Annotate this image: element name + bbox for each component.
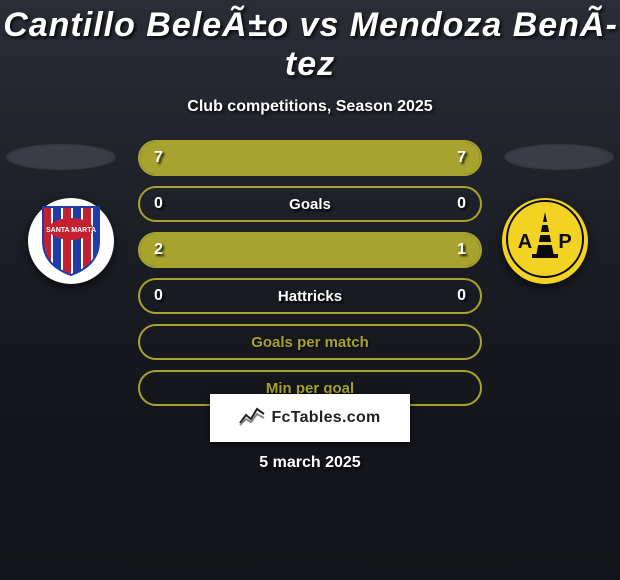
svg-text:SANTA MARTA: SANTA MARTA: [46, 227, 96, 234]
stat-left-value: 7: [154, 149, 163, 167]
stat-right-value: 0: [457, 287, 466, 305]
subtitle: Club competitions, Season 2025: [0, 98, 620, 116]
stat-row-gpm: Goals per match: [138, 324, 482, 360]
branding-text: FcTables.com: [271, 409, 380, 427]
stat-row-hattricks: 0 Hattricks 0: [138, 278, 482, 314]
stat-right-value: 0: [457, 195, 466, 213]
stat-label: Goals: [289, 196, 331, 213]
stat-label: Hattricks: [278, 288, 342, 305]
chart-icon: [239, 405, 265, 432]
shadow-right: [504, 144, 614, 170]
stat-bar-full: [140, 142, 480, 174]
stat-row-assists: 2 Assists 1: [138, 232, 482, 268]
stat-right-value: 1: [457, 241, 466, 259]
team-right-crest-icon: A P: [506, 200, 584, 283]
stat-row-goals: 0 Goals 0: [138, 186, 482, 222]
stat-bar-left: [140, 234, 367, 266]
stat-left-value: 0: [154, 287, 163, 305]
stat-right-value: 7: [457, 149, 466, 167]
stat-left-value: 2: [154, 241, 163, 259]
stat-label: Goals per match: [251, 334, 369, 351]
date-text: 5 march 2025: [0, 454, 620, 472]
stat-left-value: 0: [154, 195, 163, 213]
stat-row-matches: 7 Matches 7: [138, 140, 482, 176]
shadow-left: [6, 144, 116, 170]
svg-text:A: A: [518, 231, 532, 253]
stats-column: 7 Matches 7 0 Goals 0 2 Assists 1 0 Hatt…: [138, 140, 482, 406]
branding-panel[interactable]: FcTables.com: [210, 394, 410, 442]
team-left-crest-icon: SANTA MARTA: [39, 201, 103, 282]
page-title: Cantillo BeleÃ±o vs Mendoza BenÃ­tez: [0, 0, 620, 84]
team-left-badge: SANTA MARTA: [28, 198, 114, 284]
team-right-badge: A P: [502, 198, 588, 284]
svg-text:P: P: [558, 231, 571, 253]
